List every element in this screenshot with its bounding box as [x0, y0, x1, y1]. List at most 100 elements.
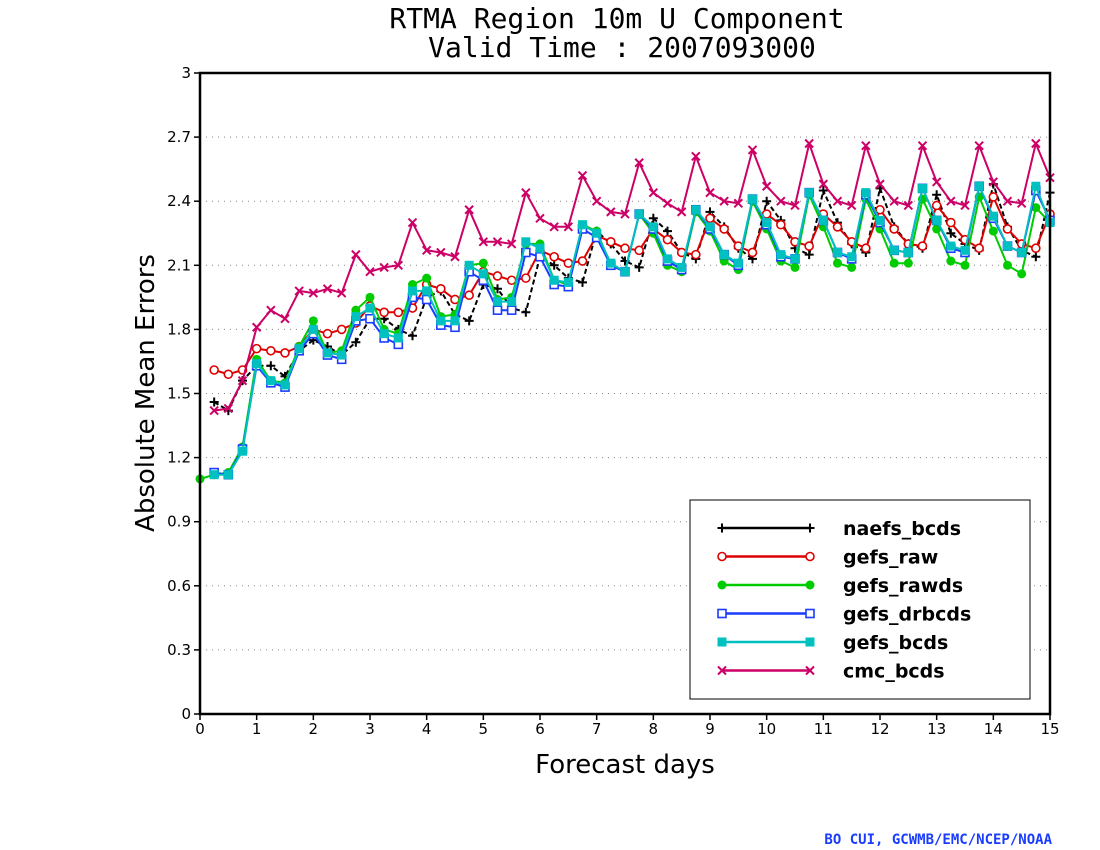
point-gefs_raw [393, 307, 404, 318]
point-cmc_bcds [662, 198, 673, 209]
point-cmc_bcds [266, 305, 276, 315]
point-cmc_bcds [492, 237, 503, 247]
point-cmc_bcds [832, 196, 843, 206]
point-cmc_bcds [719, 196, 729, 206]
legend-label: gefs_raw [843, 547, 938, 569]
point-gefs_bcds [549, 275, 559, 285]
x-tick-label: 15 [1040, 720, 1059, 738]
point-gefs_raw [917, 241, 928, 251]
point-gefs_raw [436, 284, 446, 294]
point-gefs_bcds [351, 312, 361, 322]
legend-item-cmc_bcds: cmc_bcds [717, 661, 945, 683]
point-gefs_raw [464, 290, 474, 301]
legend-marker-left [717, 551, 727, 562]
series-layer [195, 138, 1055, 484]
point-gefs_bcds [365, 303, 375, 313]
point-cmc_bcds [393, 260, 404, 271]
point-gefs_raw [662, 234, 673, 245]
y-axis-label: Absolute Mean Errors [131, 254, 161, 532]
point-naefs_bcds [818, 186, 828, 196]
point-naefs_bcds [408, 331, 417, 341]
point-cmc_bcds [322, 284, 333, 294]
point-naefs_bcds [648, 213, 658, 223]
point-gefs_bcds [861, 188, 871, 198]
y-tick-label: 2.7 [167, 128, 191, 146]
point-naefs_bcds [634, 262, 644, 272]
point-naefs_bcds [804, 250, 814, 260]
point-gefs_raw [747, 247, 758, 258]
x-tick-label: 10 [757, 720, 776, 738]
credit-text: BO CUI, GCWMB/EMC/NCEP/NOAA [824, 832, 1052, 848]
point-cmc_bcds [237, 375, 248, 386]
point-gefs_bcds [946, 241, 956, 251]
point-gefs_raw [861, 243, 871, 254]
point-gefs_rawds [422, 273, 432, 283]
x-tick-label: 3 [365, 720, 375, 738]
series-naefs_bcds [209, 179, 1055, 416]
legend-marker-right [805, 580, 815, 590]
series-line-cmc_bcds [214, 142, 1051, 412]
point-gefs_bcds [1017, 247, 1027, 257]
point-gefs_bcds [889, 245, 899, 255]
point-gefs_bcds [988, 211, 998, 221]
point-gefs_bcds [280, 380, 290, 390]
point-cmc_bcds [917, 140, 928, 151]
point-gefs_raw [280, 348, 290, 358]
point-cmc_bcds [436, 247, 446, 258]
point-gefs_bcds [294, 344, 304, 354]
point-cmc_bcds [861, 140, 871, 151]
x-tick-label: 5 [479, 720, 489, 738]
point-cmc_bcds [733, 198, 744, 209]
point-gefs_bcds [379, 329, 389, 339]
point-gefs_bcds [266, 376, 276, 386]
point-gefs_raw [946, 217, 956, 228]
point-cmc_bcds [676, 207, 687, 217]
point-gefs_bcds [691, 205, 701, 215]
point-gefs_raw [492, 271, 503, 281]
point-gefs_raw [705, 213, 715, 224]
point-gefs_bcds [932, 215, 942, 225]
point-gefs_bcds [733, 258, 743, 268]
point-cmc_bcds [790, 200, 800, 211]
point-cmc_bcds [691, 151, 701, 162]
point-naefs_bcds [578, 277, 587, 287]
chart-title-line-2: Valid Time : 2007093000 [428, 31, 816, 64]
point-gefs_bcds [563, 277, 573, 287]
legend-marker-left [717, 580, 727, 590]
point-gefs_rawds [960, 260, 970, 270]
point-gefs_bcds [847, 252, 857, 262]
point-gefs_raw [974, 243, 984, 254]
point-gefs_rawds [833, 258, 842, 268]
point-gefs_drbcds [521, 247, 531, 258]
point-gefs_bcds [960, 245, 970, 255]
point-cmc_bcds [974, 140, 984, 151]
legend-label: naefs_bcds [843, 518, 961, 540]
x-tick-label: 6 [535, 720, 545, 738]
point-cmc_bcds [464, 205, 474, 215]
point-gefs_bcds [719, 250, 729, 260]
point-gefs_bcds [918, 183, 927, 193]
x-tick-label: 4 [422, 720, 432, 738]
point-gefs_bcds [663, 254, 672, 264]
point-cmc_bcds [875, 179, 885, 189]
point-gefs_raw [336, 324, 347, 335]
point-gefs_bcds [648, 222, 658, 232]
point-naefs_bcds [209, 397, 219, 407]
point-gefs_raw [776, 219, 786, 230]
point-gefs_rawds [1031, 203, 1041, 213]
x-tick-label: 13 [927, 720, 946, 738]
point-gefs_raw [889, 224, 899, 234]
series-cmc_bcds [209, 138, 1055, 416]
point-cmc_bcds [946, 196, 956, 206]
point-gefs_raw [1002, 224, 1013, 234]
point-gefs_rawds [1003, 260, 1012, 270]
point-cmc_bcds [365, 267, 375, 277]
point-gefs_bcds [535, 243, 545, 253]
legend-label: gefs_bcds [843, 632, 948, 654]
y-tick-label: 0 [181, 705, 191, 723]
point-cmc_bcds [308, 288, 319, 298]
point-naefs_bcds [464, 316, 474, 326]
x-tick-label: 1 [252, 720, 262, 738]
y-tick-label: 1.5 [167, 385, 191, 403]
point-gefs_rawds [847, 262, 857, 272]
